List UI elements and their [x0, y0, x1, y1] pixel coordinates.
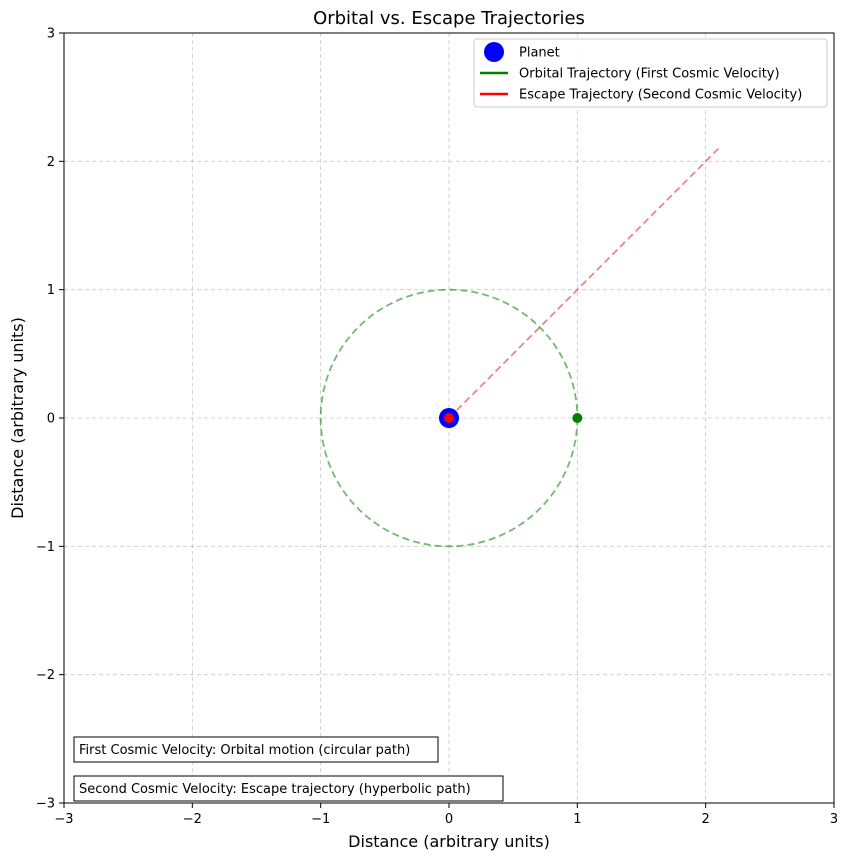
legend-planet-marker	[484, 42, 504, 62]
escape-trajectory-line	[448, 145, 722, 419]
x-tick-label-5: 2	[702, 812, 710, 827]
x-tick-label-4: 1	[573, 812, 581, 827]
y-tick-label-3: 0	[47, 412, 55, 427]
series-layer	[319, 145, 722, 548]
legend-label-2: Escape Trajectory (Second Cosmic Velocit…	[519, 88, 802, 103]
y-tick-label-2: −1	[36, 540, 55, 555]
x-axis-label: Distance (arbitrary units)	[348, 832, 550, 851]
x-tick-label-0: −3	[54, 812, 73, 827]
ticks-layer: −3 −2 −1 0 1 2 3 −3 −2 −1 0 1 2 3	[36, 27, 838, 828]
annotation-box-1	[73, 775, 504, 802]
y-tick-label-6: 3	[47, 27, 55, 42]
x-tick-label-2: −1	[311, 812, 330, 827]
legend-label-0: Planet	[519, 46, 560, 61]
y-tick-label-1: −2	[36, 668, 55, 683]
y-tick-label-0: −3	[36, 797, 55, 812]
legend: Planet Orbital Trajectory (First Cosmic V…	[473, 38, 828, 108]
annotations: First Cosmic Velocity: Orbital motion (c…	[73, 736, 504, 802]
annotation-text-0: First Cosmic Velocity: Orbital motion (c…	[79, 743, 410, 758]
x-tick-label-1: −2	[183, 812, 202, 827]
escape-start-point	[444, 413, 454, 423]
y-tick-label-5: 2	[47, 155, 55, 170]
chart-title: Orbital vs. Escape Trajectories	[313, 8, 585, 29]
orbit-start-point	[572, 413, 583, 423]
y-axis-label: Distance (arbitrary units)	[8, 317, 27, 519]
y-tick-label-4: 1	[47, 283, 55, 298]
annotation-text-1: Second Cosmic Velocity: Escape trajector…	[79, 782, 471, 797]
x-tick-label-3: 0	[445, 812, 453, 827]
annotation-box-0	[73, 736, 439, 763]
x-tick-label-6: 3	[830, 812, 838, 827]
legend-label-1: Orbital Trajectory (First Cosmic Velocit…	[519, 67, 780, 82]
legend-box	[473, 38, 828, 108]
